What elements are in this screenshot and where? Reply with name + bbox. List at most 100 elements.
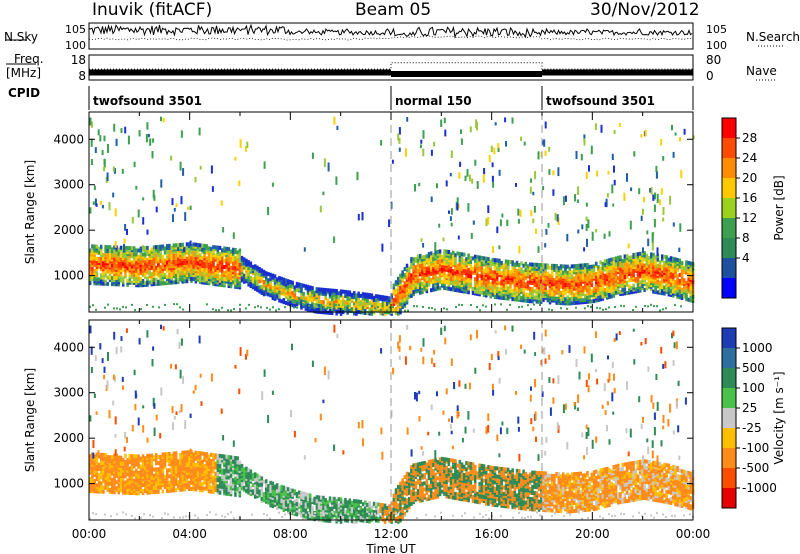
power-panel-cell	[287, 287, 290, 292]
power-panel-cell	[348, 308, 352, 313]
velocity-panel-cell	[188, 460, 191, 465]
power-panel-cell	[529, 274, 532, 279]
power-panel-cell	[119, 251, 123, 256]
velocity-panel-cell	[108, 455, 112, 460]
power-panel-cell	[265, 271, 268, 276]
power-panel-cell	[359, 304, 363, 309]
power-panel-cell	[645, 276, 649, 281]
power-panel-cell	[276, 291, 279, 296]
power-panel-cell	[227, 247, 231, 252]
velocity-panel-cell	[196, 451, 200, 455]
power-panel-cell	[333, 288, 336, 293]
power-panel-cell	[397, 311, 400, 316]
power-panel-cell	[135, 256, 138, 261]
power-panel-cell	[322, 289, 325, 294]
velocity-panel-cell	[157, 455, 160, 459]
power-panel-scatter	[590, 145, 593, 155]
power-panel-cell	[661, 258, 664, 263]
power-panel-cell	[179, 242, 182, 247]
power-panel-cell	[537, 295, 541, 300]
power-panel-cell	[436, 249, 440, 254]
power-panel-scatter	[566, 233, 569, 242]
velocity-panel-cell	[236, 456, 239, 461]
velocity-panel-cell	[238, 489, 242, 494]
power-panel-cell	[388, 296, 391, 301]
power-panel-scatter	[419, 144, 422, 149]
velocity-panel-cell	[207, 470, 211, 475]
power-panel-cell	[133, 268, 136, 273]
power-panel-cell	[361, 300, 365, 305]
velocity-panel-cell	[155, 477, 158, 482]
power-panel-cell	[335, 291, 338, 296]
power-panel-cell	[537, 289, 541, 294]
power-panel-cell	[401, 270, 404, 275]
power-panel-cell	[172, 245, 176, 250]
power-panel-cell	[104, 249, 107, 254]
power-panel-scatter	[492, 246, 495, 253]
power-panel-cell	[522, 284, 525, 289]
velocity-panel-cell	[95, 471, 99, 475]
power-panel-cell	[507, 259, 510, 264]
power-panel-cell	[212, 253, 215, 258]
power-panel-cell	[553, 286, 556, 291]
power-panel-cell	[680, 261, 684, 266]
power-panel-cell	[485, 256, 488, 261]
power-panel-cell	[280, 289, 283, 294]
power-panel-scatter	[496, 226, 499, 234]
power-panel-cell	[179, 245, 182, 249]
power-panel-scatter	[607, 170, 610, 175]
power-panel-cell	[144, 270, 147, 275]
power-panel-ground	[482, 304, 484, 307]
power-panel-cell	[542, 279, 545, 284]
power-panel-cell	[590, 264, 594, 269]
power-panel-ground	[371, 305, 373, 308]
power-panel-cell	[174, 269, 178, 274]
power-panel-cell	[161, 254, 165, 259]
power-panel-cell	[130, 268, 134, 273]
velocity-panel-cell	[192, 481, 195, 486]
power-panel-cell	[555, 266, 558, 271]
power-panel-cell	[504, 290, 508, 295]
power-panel-cell	[608, 295, 611, 299]
power-panel-cell	[491, 274, 495, 279]
power-panel-cell	[205, 250, 209, 255]
power-panel-ground	[407, 309, 409, 312]
velocity-panel-cell	[166, 458, 169, 463]
power-panel-cell	[496, 278, 499, 283]
power-panel-scatter	[361, 212, 364, 221]
power-panel-cell	[639, 268, 642, 273]
power-panel-cell	[188, 252, 191, 257]
power-panel-scatter	[591, 231, 594, 241]
power-panel-cell	[394, 292, 398, 297]
power-panel-cell	[337, 291, 341, 296]
power-panel-cell	[535, 287, 539, 292]
power-panel-cell	[500, 295, 503, 300]
power-panel-cell	[181, 267, 184, 272]
power-panel-cell	[533, 297, 536, 302]
velocity-panel-cell	[89, 478, 92, 483]
power-panel-cell	[498, 293, 501, 298]
velocity-panel-cell	[216, 459, 220, 464]
power-panel-cell	[419, 290, 422, 295]
power-panel-cell	[95, 256, 99, 261]
velocity-panel-cell	[97, 489, 101, 494]
power-panel-cell	[106, 253, 110, 258]
power-panel-cell	[595, 288, 598, 293]
power-panel-cell	[619, 271, 622, 276]
power-panel-cell	[652, 289, 655, 294]
power-panel-cell	[680, 265, 684, 270]
power-panel-cell	[570, 301, 574, 306]
power-panel-cell	[502, 287, 506, 292]
power-panel-cell	[458, 251, 462, 256]
velocity-panel-cell	[93, 466, 96, 471]
velocity-panel-cell	[130, 480, 134, 485]
power-panel-cell	[399, 285, 402, 290]
power-panel-cell	[553, 282, 556, 287]
velocity-panel-cell	[227, 483, 231, 488]
power-panel-cell	[650, 272, 653, 277]
velocity-panel-cell	[128, 476, 132, 481]
power-panel-cell	[390, 299, 393, 304]
power-panel-cell	[584, 293, 587, 298]
power-panel-cell	[557, 298, 561, 303]
power-panel-cell	[568, 268, 572, 273]
